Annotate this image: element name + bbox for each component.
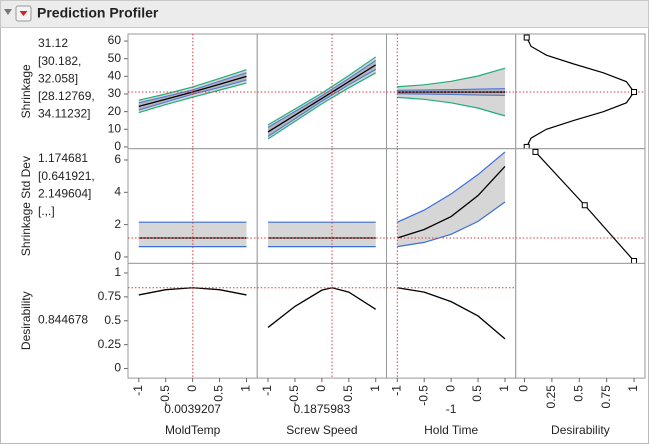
pi-line — [397, 67, 506, 88]
response-name: Shrinkage — [19, 64, 33, 118]
pi-label: [.,.] — [38, 204, 55, 218]
panel — [515, 262, 646, 379]
x-tick-label: -0.5 — [287, 385, 301, 406]
response-value: 1.174681 — [38, 151, 88, 165]
prediction-curve — [267, 287, 377, 328]
x-tick-label: 1 — [497, 385, 511, 392]
y-tick-label: 0 — [114, 139, 121, 153]
y-tick-label: 0 — [114, 361, 121, 375]
response-value: 0.844678 — [38, 313, 88, 327]
header-bar — [0, 0, 649, 28]
y-tick-label: 20 — [108, 104, 122, 118]
panel-content — [128, 263, 258, 379]
prediction-curve — [397, 287, 506, 340]
pi-line — [267, 72, 377, 140]
desirability-handle — [631, 257, 638, 264]
panel-content — [257, 148, 387, 264]
factor-name: Screw Speed — [286, 423, 357, 437]
title: Prediction Profiler — [37, 5, 159, 21]
x-tick-label: 0.5 — [571, 385, 585, 402]
panel — [386, 262, 517, 379]
panel-content — [257, 263, 387, 379]
factor-current: 0.0039207 — [164, 402, 221, 416]
x-tick-label: -1 — [131, 385, 145, 396]
pi-line — [267, 56, 377, 126]
panel-content — [386, 148, 516, 264]
ci-label: 2.149604] — [38, 186, 91, 200]
band — [138, 222, 247, 247]
panel-content — [257, 34, 387, 149]
y-tick-label: 60 — [108, 33, 122, 47]
pi-label: 34.11232] — [38, 107, 91, 121]
x-tick-label: -1 — [389, 385, 403, 396]
factor-current: -1 — [446, 402, 457, 416]
disclosure-icon[interactable] — [4, 9, 12, 15]
menu-icon — [19, 11, 28, 16]
y-tick-label: 0.25 — [98, 337, 122, 351]
ci-label: 32.058] — [38, 72, 78, 86]
x-tick-label: 0 — [517, 385, 531, 392]
panel — [515, 33, 646, 150]
y-tick-label: 1 — [114, 265, 121, 279]
response-value: 31.12 — [38, 36, 68, 50]
x-tick-label: 0 — [185, 385, 199, 392]
response-name: Shrinkage Std Dev — [19, 156, 33, 256]
desirability-handle — [631, 89, 638, 96]
desirability-axis-label: Desirability — [551, 423, 610, 437]
x-tick-label: 0.5 — [341, 385, 355, 402]
panel-content — [386, 263, 516, 379]
panel-content — [128, 148, 258, 264]
x-tick-label: 0.25 — [544, 385, 558, 409]
panel-content — [128, 34, 258, 149]
desirability-handle — [523, 34, 530, 41]
ci-line — [397, 151, 506, 223]
band — [268, 222, 376, 247]
ci-label: [0.641921, — [38, 169, 95, 183]
x-tick-label: 0 — [443, 385, 457, 392]
panel — [256, 262, 387, 379]
x-tick-label: 0 — [314, 385, 328, 392]
pi-line — [397, 96, 506, 117]
x-tick-label: 1 — [239, 385, 253, 392]
prediction-curve — [267, 64, 377, 133]
y-tick-label: 10 — [108, 121, 122, 135]
x-tick-label: 1 — [368, 385, 382, 392]
y-tick-label: 0 — [114, 249, 121, 263]
panel — [515, 148, 646, 264]
prediction-curve — [397, 166, 506, 239]
x-tick-label: 0.5 — [470, 385, 484, 402]
x-tick-label: -1 — [260, 385, 274, 396]
y-tick-label: 6 — [114, 152, 121, 166]
y-tick-label: 0.75 — [98, 289, 122, 303]
factor-current: 0.1875983 — [294, 402, 351, 416]
y-tick-label: 0.5 — [104, 313, 121, 327]
x-tick-label: 0.5 — [212, 385, 226, 402]
response-name: Desirability — [19, 291, 33, 350]
band — [397, 151, 505, 247]
y-tick-label: 2 — [114, 217, 121, 231]
x-tick-label: -0.5 — [158, 385, 172, 406]
factor-name: MoldTemp — [165, 423, 221, 437]
y-tick-label: 40 — [108, 69, 122, 83]
y-tick-label: 30 — [108, 86, 122, 100]
ci-line — [397, 201, 506, 248]
x-tick-label: 1 — [626, 385, 640, 392]
prediction-curve — [138, 287, 247, 296]
prediction-curve — [138, 75, 247, 107]
desirability-handle — [532, 148, 539, 155]
y-tick-label: 4 — [114, 184, 121, 198]
x-tick-label: -0.5 — [416, 385, 430, 406]
x-tick-label: 0.75 — [599, 385, 613, 409]
pi-label: [28.12769, — [38, 89, 95, 103]
ci-label: [30.182, — [38, 54, 81, 68]
factor-name: Hold Time — [424, 423, 478, 437]
panel-content — [386, 34, 516, 149]
desirability-handle — [581, 202, 588, 209]
y-tick-label: 50 — [108, 51, 122, 65]
